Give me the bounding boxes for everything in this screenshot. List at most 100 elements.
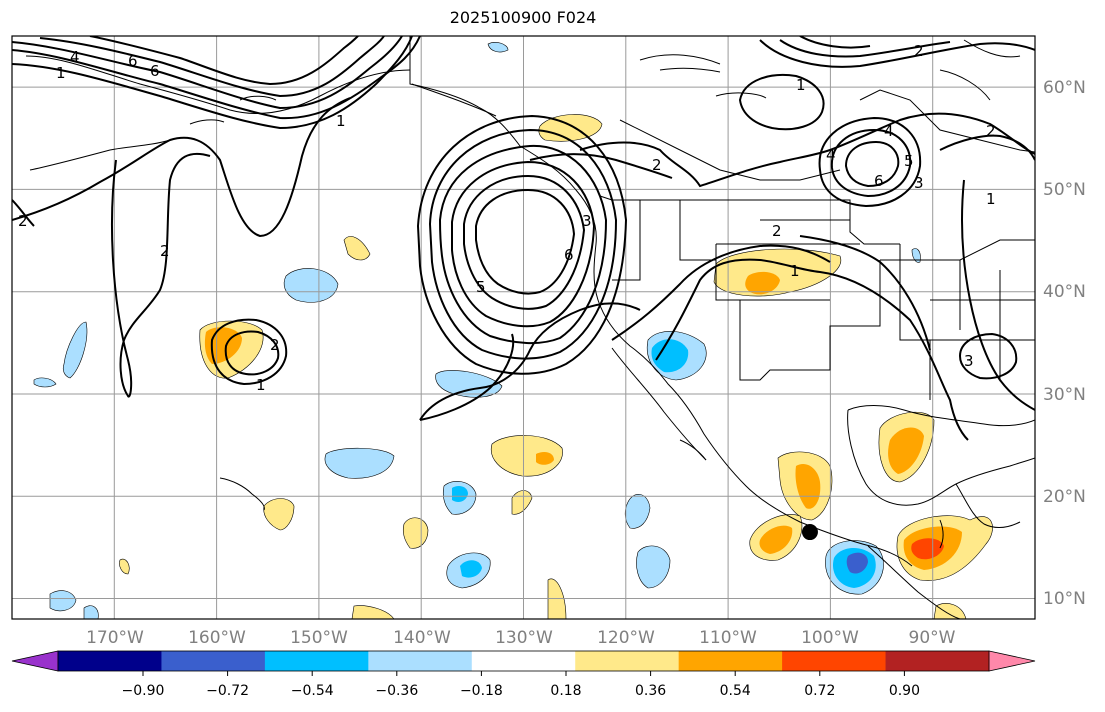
- colorbar-tick-label: 0.54: [720, 683, 751, 699]
- lat-label: 40°N: [1043, 282, 1086, 302]
- colorbar-segment: [885, 651, 990, 671]
- contour-label: 1: [56, 64, 66, 82]
- contour-label: 2: [270, 336, 280, 354]
- contour-label: 4: [826, 146, 836, 164]
- location-marker-dot: [801, 524, 818, 541]
- fill-positive-max: [911, 538, 944, 560]
- contour-label: 1: [790, 262, 800, 280]
- colorbar-segment: [782, 651, 887, 671]
- contour-label: 1: [336, 112, 346, 130]
- fill-negative: [435, 370, 503, 398]
- colorbar-tick-label: −0.72: [206, 683, 249, 699]
- contour-label: 1: [256, 376, 266, 394]
- fill-negative: [62, 321, 88, 379]
- fill-positive-strong: [759, 525, 793, 554]
- lon-label: 110°W: [699, 628, 757, 648]
- fill-positive: [933, 603, 967, 619]
- colorbar-tick-label: 0.36: [635, 683, 666, 699]
- lon-label: 100°W: [801, 628, 859, 648]
- contour-label: 6: [128, 52, 138, 70]
- fill-negative-max: [846, 552, 868, 574]
- lat-label: 20°N: [1043, 487, 1086, 507]
- colorbar-segment: [678, 651, 783, 671]
- contour-label: 1: [986, 190, 996, 208]
- latitude-labels: 60°N 50°N 40°N 30°N 20°N 10°N: [1043, 78, 1086, 609]
- lon-label: 150°W: [290, 628, 348, 648]
- fill-positive: [402, 517, 429, 549]
- colorbar-tick-label: −0.18: [460, 683, 503, 699]
- fill-positive: [490, 435, 563, 477]
- contour-label: 3: [964, 352, 974, 370]
- colorbar-extend-max: [988, 650, 1036, 672]
- fill-positive-strong: [745, 271, 780, 295]
- colorbar-extend-min: [11, 650, 59, 672]
- colorbar-outline: [57, 650, 990, 672]
- contour-label: 2: [772, 222, 782, 240]
- fill-negative: [33, 377, 57, 388]
- fill-positive-strong: [536, 452, 554, 465]
- fill-negative: [911, 248, 921, 263]
- map-layers: 1 4 6 6 1 2 2 6 5 2 2 1 1 4 4 6 5 3 2 1 …: [12, 36, 1035, 619]
- contour-label: 6: [150, 62, 160, 80]
- fill-positive: [351, 605, 395, 619]
- lat-label: 50°N: [1043, 180, 1086, 200]
- fill-negative-strong: [452, 486, 468, 502]
- fill-positive: [343, 236, 371, 261]
- colorbar-segment: [58, 651, 162, 671]
- contour-label: 1: [796, 76, 806, 94]
- lon-label: 170°W: [86, 628, 144, 648]
- lon-label: 90°W: [909, 628, 956, 648]
- fill-negative-strong: [460, 560, 482, 578]
- contour-label: 5: [904, 152, 914, 170]
- contour-label: 3: [582, 212, 592, 230]
- colorbar-segment: [368, 651, 473, 671]
- lat-label: 10°N: [1043, 589, 1086, 609]
- fill-negative: [49, 590, 77, 612]
- colorbar-tick-label: 0.90: [889, 683, 920, 699]
- fill-positive-strong: [795, 463, 821, 509]
- height-contours: [12, 36, 1035, 441]
- contour-label: 4: [70, 48, 80, 66]
- map-frame: [11, 35, 1036, 620]
- lon-label: 160°W: [188, 628, 246, 648]
- lon-label: 130°W: [495, 628, 553, 648]
- colorbar-segment: [471, 651, 576, 671]
- fill-negative: [636, 545, 671, 589]
- contour-label: 2: [652, 156, 662, 174]
- colorbar-segment: [264, 651, 369, 671]
- contour-label: 3: [914, 174, 924, 192]
- fill-positive: [119, 558, 130, 575]
- colorbar-segment: [575, 651, 680, 671]
- colorbar-tick-label: −0.90: [122, 683, 165, 699]
- anomaly-fills: [33, 42, 993, 619]
- contour-label: 2: [160, 242, 170, 260]
- contour-label: 2: [914, 42, 924, 60]
- colorbar-segment: [161, 651, 266, 671]
- contour-label: 6: [874, 172, 884, 190]
- lat-label: 30°N: [1043, 385, 1086, 405]
- contour-label: 2: [986, 122, 996, 140]
- colorbar-tick-label: −0.36: [375, 683, 418, 699]
- fill-negative: [487, 42, 509, 53]
- fill-negative-strong: [651, 339, 689, 373]
- fill-positive-strong: [888, 427, 924, 474]
- longitude-labels: 170°W 160°W 150°W 140°W 130°W 120°W 110°…: [86, 628, 956, 648]
- colorbar-tick-label: 0.18: [550, 683, 581, 699]
- fill-negative: [624, 494, 651, 529]
- lat-label: 60°N: [1043, 78, 1086, 98]
- contour-label-layer: 1 4 6 6 1 2 2 6 5 2 2 1 1 4 4 6 5 3 2 1 …: [18, 42, 996, 394]
- fill-negative: [283, 268, 339, 303]
- fill-positive: [263, 498, 295, 531]
- contour-label: 6: [564, 246, 574, 264]
- fill-negative: [324, 447, 395, 479]
- lon-label: 120°W: [597, 628, 655, 648]
- fill-negative: [83, 605, 99, 619]
- colorbar-tick-label: −0.54: [291, 683, 334, 699]
- contour-label: 4: [884, 122, 894, 140]
- map-title: 2025100900 F024: [449, 8, 597, 27]
- coastlines: [25, 36, 1035, 619]
- contour-label: 5: [476, 278, 486, 296]
- contour-label: 2: [18, 212, 28, 230]
- lon-label: 140°W: [393, 628, 451, 648]
